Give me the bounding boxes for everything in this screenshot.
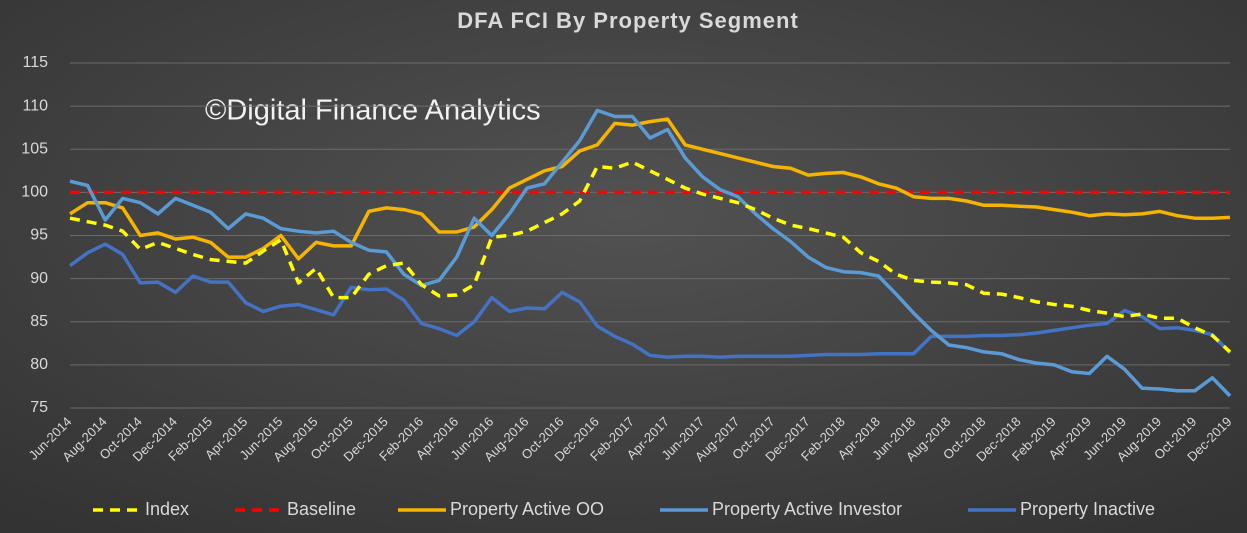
legend-label: Property Active OO <box>450 499 604 519</box>
watermark: ©Digital Finance Analytics <box>205 95 541 127</box>
y-tick-label: 110 <box>22 97 48 114</box>
legend-label: Baseline <box>287 499 356 519</box>
y-tick-label: 115 <box>22 54 48 71</box>
y-tick-label: 100 <box>21 184 48 201</box>
y-tick-label: 80 <box>30 356 48 373</box>
series-line <box>69 108 1232 398</box>
legend-label: Index <box>145 499 189 519</box>
series-line <box>69 117 1231 261</box>
y-tick-label: 85 <box>30 313 48 330</box>
chart-title: DFA FCI By Property Segment <box>457 8 799 33</box>
legend-label: Property Active Investor <box>712 499 902 519</box>
y-tick-label: 75 <box>30 399 48 416</box>
series-line <box>69 160 1232 354</box>
y-tick-label: 105 <box>21 140 48 157</box>
y-tick-label: 90 <box>30 270 48 287</box>
series-line <box>68 242 1232 359</box>
legend-label: Property Inactive <box>1020 499 1155 519</box>
y-tick-label: 95 <box>30 227 48 244</box>
